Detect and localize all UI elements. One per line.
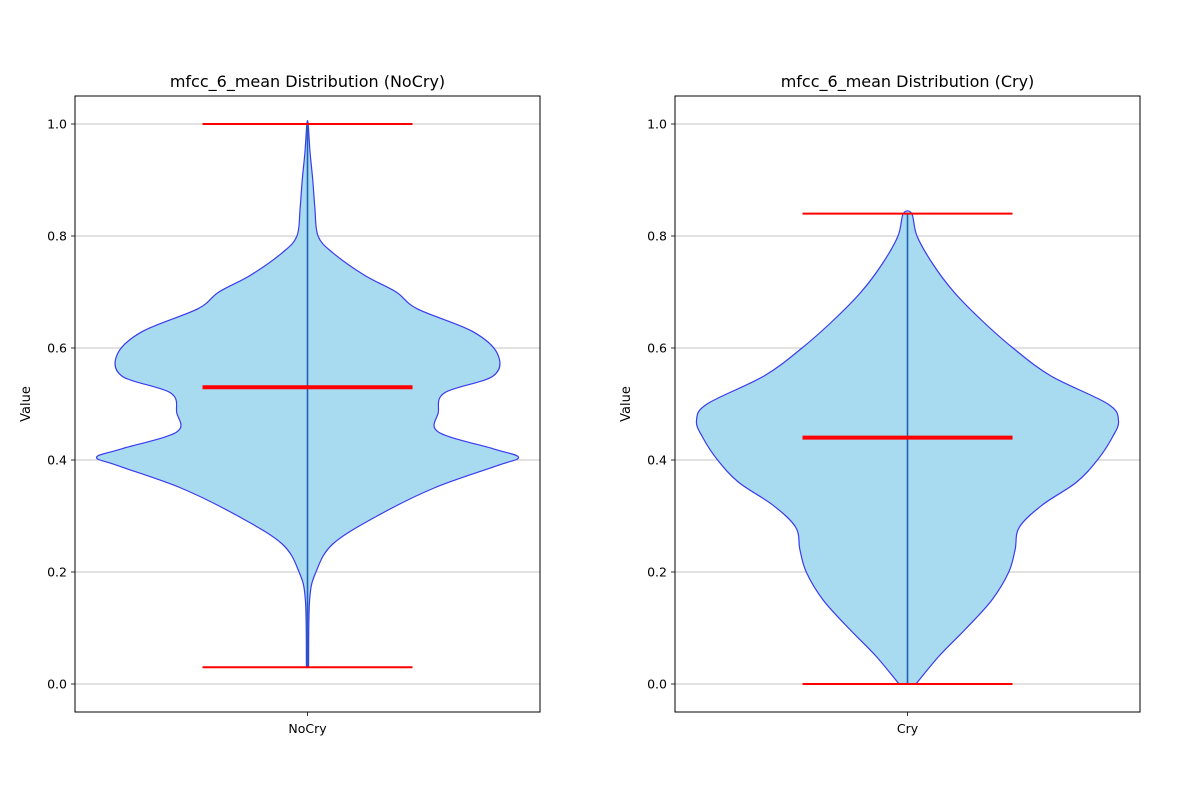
y-tick-label: 0.6 <box>47 341 67 356</box>
y-axis-ticks: 0.0 0.2 0.4 0.6 0.8 1.0 <box>47 117 75 692</box>
y-axis-ticks: 0.0 0.2 0.4 0.6 0.8 1.0 <box>647 117 675 692</box>
violin-stat-lines <box>802 212 1013 685</box>
y-tick-label: 0.6 <box>647 341 667 356</box>
x-tick-label: NoCry <box>288 721 327 736</box>
x-axis-ticks: NoCry <box>288 712 327 736</box>
chart-title: mfcc_6_mean Distribution (NoCry) <box>170 72 445 92</box>
violin-stat-lines <box>202 123 413 669</box>
y-tick-label: 0.2 <box>647 565 667 580</box>
x-axis-ticks: Cry <box>897 712 919 736</box>
y-tick-label: 0.4 <box>47 453 67 468</box>
chart-title: mfcc_6_mean Distribution (Cry) <box>781 72 1035 92</box>
y-tick-label: 1.0 <box>647 117 667 132</box>
y-tick-label: 0.0 <box>647 677 667 692</box>
y-tick-label: 0.8 <box>47 229 67 244</box>
y-tick-label: 0.2 <box>47 565 67 580</box>
y-axis-label: Value <box>19 386 34 422</box>
chart-panel-cry: 0.0 0.2 0.4 0.6 0.8 1.0 Cry Value mfcc_6_mean… <box>619 72 1141 736</box>
y-tick-label: 0.0 <box>47 677 67 692</box>
y-axis-label: Value <box>619 386 634 422</box>
violin-body <box>695 210 1120 685</box>
x-tick-label: Cry <box>897 721 919 736</box>
y-tick-label: 0.4 <box>647 453 667 468</box>
y-tick-label: 1.0 <box>47 117 67 132</box>
y-tick-label: 0.8 <box>647 229 667 244</box>
chart-panel-nocry: 0.0 0.2 0.4 0.6 0.8 1.0 NoCry Value mfcc_6_me… <box>19 72 541 736</box>
violin-body <box>95 119 520 668</box>
